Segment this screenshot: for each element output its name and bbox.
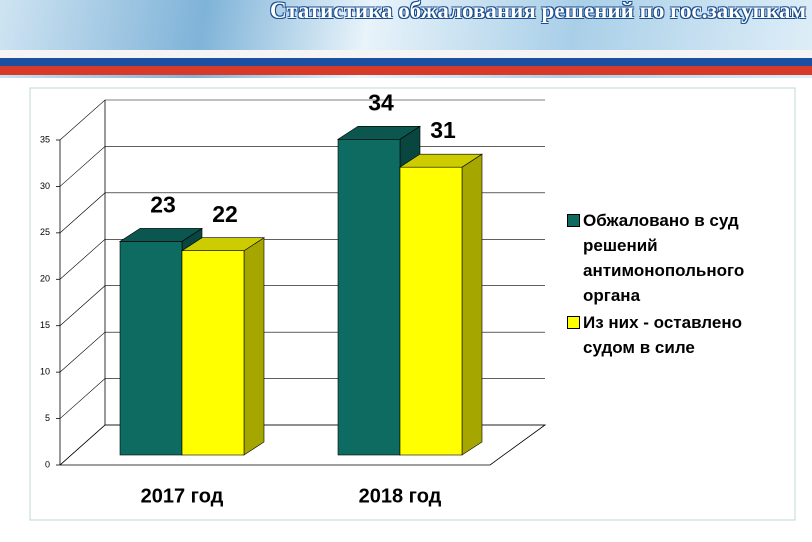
stripe-blue bbox=[0, 58, 812, 66]
grid-line bbox=[59, 99, 545, 141]
data-label: 31 bbox=[430, 117, 456, 143]
legend-item: Из них - оставлено судом в силе bbox=[567, 310, 792, 360]
y-tick-label: 5 bbox=[45, 413, 50, 423]
data-label: 23 bbox=[150, 192, 176, 218]
x-tick-label: 2017 год bbox=[141, 485, 224, 507]
legend-item: Обжаловано в суд решений антимонопольног… bbox=[567, 208, 792, 308]
bar-top bbox=[398, 153, 484, 168]
bar bbox=[398, 153, 484, 456]
bar-top bbox=[180, 237, 266, 252]
chart-border bbox=[29, 87, 796, 521]
y-tick-label: 35 bbox=[40, 134, 50, 144]
legend-label: Из них - оставлено судом в силе bbox=[583, 313, 742, 357]
stripe-red bbox=[0, 66, 812, 75]
legend-swatch bbox=[567, 214, 580, 227]
data-label: 22 bbox=[212, 201, 238, 227]
legend-swatch bbox=[567, 316, 580, 329]
bar-front bbox=[337, 138, 401, 456]
slide-title: Статистика обжалования решений по гос.за… bbox=[270, 0, 806, 23]
y-tick-label: 20 bbox=[40, 274, 50, 284]
bar-top bbox=[118, 228, 204, 242]
bar-front bbox=[181, 250, 245, 456]
bar-front bbox=[119, 241, 183, 456]
y-tick-label: 25 bbox=[40, 227, 50, 237]
bar-side bbox=[461, 153, 483, 456]
bar-side bbox=[243, 237, 265, 456]
stripe-white bbox=[0, 50, 812, 58]
y-tick-label: 15 bbox=[40, 320, 50, 330]
y-tick-label: 30 bbox=[40, 181, 50, 191]
bar-front bbox=[399, 166, 463, 456]
data-label: 34 bbox=[368, 89, 394, 115]
bar-top bbox=[336, 125, 422, 140]
bar bbox=[180, 237, 266, 456]
legend-label: Обжаловано в суд решений антимонопольног… bbox=[583, 211, 745, 305]
x-tick-label: 2018 год bbox=[359, 485, 442, 507]
y-tick-label: 0 bbox=[45, 459, 50, 469]
y-tick-label: 10 bbox=[40, 367, 50, 377]
